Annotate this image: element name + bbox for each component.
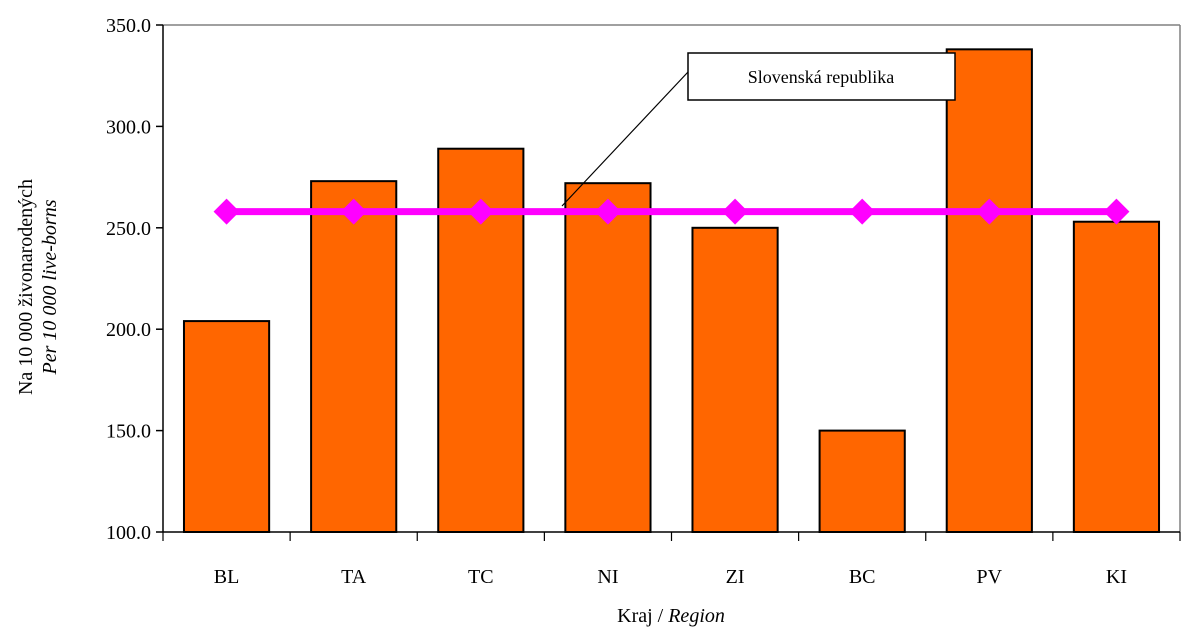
x-tick-label-ta: TA — [341, 566, 367, 588]
x-axis-title-prefix: Kraj / — [617, 605, 668, 627]
callout-leader — [561, 71, 689, 207]
plot-area — [163, 24, 1181, 532]
y-tick-label: 200.0 — [106, 319, 151, 341]
x-axis-title: Kraj / Region — [617, 605, 725, 627]
y-axis-title-line1-text: Na 10 000 živonarodených — [15, 179, 37, 395]
bar-ni — [564, 182, 652, 534]
y-tick-label: 300.0 — [106, 116, 151, 138]
bars — [182, 48, 1161, 534]
x-tick-label-zi: ZI — [726, 566, 745, 588]
line-marker-tc — [467, 198, 494, 225]
x-axis-title-italic: Region — [667, 605, 725, 627]
y-ticks: 100.0 150.0 200.0 250.0 300.0 350.0 — [106, 15, 163, 544]
bar-zi — [691, 226, 779, 534]
x-tick-label-ni: NI — [597, 566, 618, 588]
y-tick-label: 100.0 — [106, 522, 151, 544]
x-tick-label-bl: BL — [214, 566, 240, 588]
x-tick-label-pv: PV — [977, 566, 1003, 588]
x-tick-label-bc: BC — [849, 566, 876, 588]
callout: Slovenská republika — [561, 52, 956, 207]
bar-ki — [1072, 220, 1161, 533]
y-axis-title-line2-text: Per 10 000 live-borns — [39, 199, 61, 375]
line-marker-ta — [340, 198, 367, 225]
line-marker-bc — [849, 198, 876, 225]
line-marker-ni — [594, 198, 621, 225]
y-tick-label: 150.0 — [106, 421, 151, 443]
bar-bc — [818, 429, 906, 534]
bar-bl — [182, 320, 271, 534]
y-tick-label: 250.0 — [106, 218, 151, 240]
x-ticks: BL TA TC NI ZI BC PV KI — [162, 532, 1181, 588]
line-marker-zi — [722, 198, 749, 225]
bar-ta — [310, 180, 398, 533]
line-marker-pv — [976, 198, 1003, 225]
callout-box — [687, 52, 956, 101]
x-tick-label-tc: TC — [468, 566, 494, 588]
line-marker-bl — [213, 198, 240, 225]
x-tick-label-ki: KI — [1106, 566, 1127, 588]
callout-label: Slovenská republika — [748, 67, 894, 87]
y-tick-label: 350.0 — [106, 15, 151, 37]
line-marker-ki — [1103, 198, 1130, 225]
line-series — [213, 198, 1130, 225]
bar-pv — [945, 48, 1033, 533]
